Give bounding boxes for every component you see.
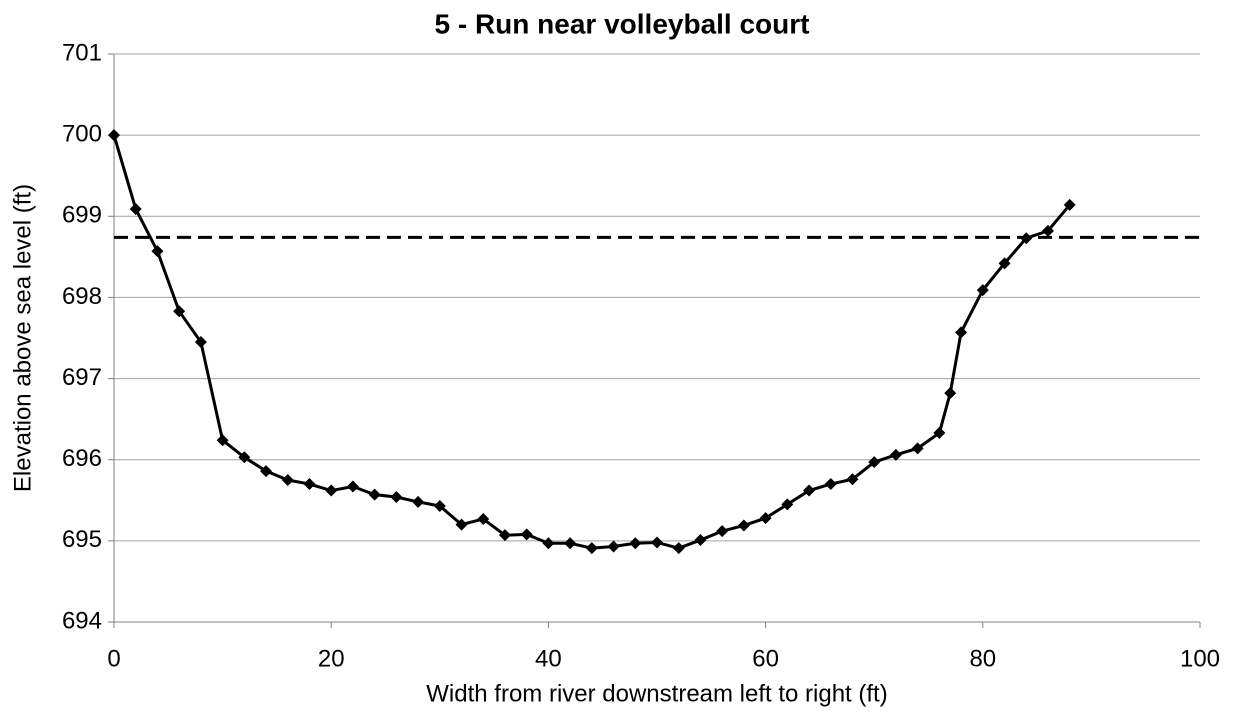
x-tick-label: 60 — [752, 645, 779, 672]
marker — [889, 448, 902, 461]
y-axis-label: Elevation above sea level (ft) — [9, 184, 36, 492]
x-tick-label: 0 — [107, 645, 120, 672]
marker — [694, 534, 707, 547]
marker — [737, 519, 750, 532]
chart-title: 5 - Run near volleyball court — [435, 8, 810, 39]
marker — [433, 499, 446, 512]
marker — [1020, 232, 1033, 245]
marker — [781, 498, 794, 511]
marker — [542, 537, 555, 550]
x-axis-label: Width from river downstream left to righ… — [426, 680, 887, 707]
marker — [477, 512, 490, 525]
marker — [173, 305, 186, 318]
line — [112, 134, 1071, 550]
marker — [1063, 198, 1076, 211]
x-tick-label: 100 — [1180, 645, 1220, 672]
marker — [998, 257, 1011, 270]
marker — [151, 245, 164, 258]
y-tick-label: 695 — [62, 526, 102, 553]
y-tick-label: 699 — [62, 202, 102, 229]
marker — [455, 518, 468, 531]
marker — [238, 451, 251, 464]
marker — [607, 540, 620, 553]
marker — [672, 542, 685, 555]
y-tick-label: 701 — [62, 39, 102, 66]
marker — [129, 202, 142, 215]
marker — [585, 542, 598, 555]
marker — [216, 434, 229, 447]
marker — [944, 387, 957, 400]
marker — [911, 442, 924, 455]
marker — [759, 512, 772, 525]
marker — [346, 480, 359, 493]
marker — [390, 491, 403, 504]
marker — [108, 129, 120, 142]
y-tick-label: 700 — [62, 120, 102, 147]
marker — [976, 284, 989, 297]
x-tick-label: 80 — [969, 645, 996, 672]
x-tick-label: 40 — [535, 645, 562, 672]
marker — [629, 537, 642, 550]
y-tick-label: 694 — [62, 607, 102, 634]
y-tick-label: 696 — [62, 445, 102, 472]
marker — [325, 484, 338, 497]
marker — [803, 484, 816, 497]
marker — [716, 525, 729, 538]
marker — [498, 529, 511, 542]
marker — [933, 426, 946, 439]
marker — [260, 465, 273, 478]
marker — [651, 536, 663, 549]
y-tick-label: 697 — [62, 364, 102, 391]
marker — [194, 336, 207, 349]
marker — [520, 528, 533, 541]
marker — [303, 478, 316, 491]
marker — [868, 456, 881, 469]
marker — [368, 488, 381, 501]
x-tick-label: 20 — [318, 645, 345, 672]
marker — [281, 474, 294, 486]
marker — [824, 478, 837, 491]
marker — [846, 473, 859, 486]
y-tick-label: 698 — [62, 283, 102, 310]
marker — [412, 495, 425, 508]
marker — [1041, 224, 1054, 237]
marker — [564, 537, 577, 550]
marker — [955, 326, 968, 339]
